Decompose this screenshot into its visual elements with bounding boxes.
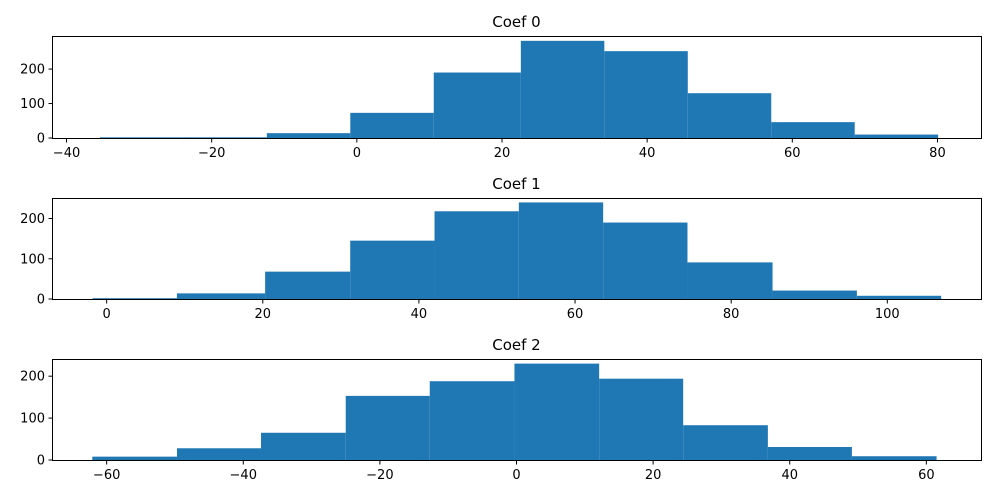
x-tick-label: 20	[494, 146, 511, 161]
x-tick-label: −40	[53, 146, 80, 161]
y-tick-label: 200	[20, 212, 45, 227]
y-tick-label: 100	[20, 252, 45, 267]
x-tick-label: 20	[255, 307, 272, 322]
histogram-bar	[687, 93, 772, 138]
histogram-bar	[433, 72, 521, 138]
y-tick-label: 200	[20, 370, 45, 385]
histogram-bar	[434, 211, 519, 299]
histogram-bar	[856, 295, 942, 299]
histogram-bar	[92, 456, 178, 460]
y-tick-label: 0	[37, 293, 45, 308]
y-tick-label: 100	[20, 412, 45, 427]
histogram-bar	[514, 363, 600, 460]
histogram-bar	[261, 432, 346, 460]
x-tick-label: 80	[929, 146, 946, 161]
x-tick-label: 40	[639, 146, 656, 161]
histogram-bar	[520, 40, 605, 138]
histogram-bar	[603, 222, 688, 299]
subplot-1: Coef 1 0 20 40 60 80 100 0 100 200	[20, 175, 982, 322]
subplot-0: Coef 0 −40 −20 0 20 40 60 80 0 100 200	[20, 13, 982, 161]
x-tick-label: 60	[918, 468, 935, 483]
subplot-2: Coef 2 −60 −40 −20 0 20 40 60 0 100 200	[20, 336, 982, 483]
axes-frame	[52, 198, 982, 300]
axes-frame	[52, 36, 982, 139]
histogram-bar	[183, 137, 267, 138]
x-tick-label: 0	[512, 468, 520, 483]
histogram-bar	[851, 456, 937, 460]
histogram-bar	[604, 51, 688, 138]
histogram-bar	[599, 378, 684, 460]
histogram-bar	[683, 425, 768, 460]
histogram-bar	[177, 448, 262, 460]
histogram-bar	[767, 447, 852, 460]
y-tick-label: 0	[37, 132, 45, 147]
histogram-bar	[518, 202, 604, 299]
histogram-bar	[345, 395, 430, 460]
x-tick-label: 40	[781, 468, 798, 483]
subplot-title: Coef 2	[492, 336, 540, 354]
histogram-bar	[687, 262, 773, 299]
x-tick-label: 40	[411, 307, 428, 322]
y-tick-label: 100	[20, 97, 45, 112]
histogram-bar	[265, 271, 351, 299]
histogram-bar	[772, 290, 857, 299]
y-tick-label: 0	[37, 454, 45, 469]
x-tick-label: 20	[645, 468, 662, 483]
histogram-bar	[429, 381, 515, 460]
x-tick-label: 0	[103, 307, 111, 322]
histogram-bar	[350, 240, 435, 299]
x-tick-label: 80	[723, 307, 740, 322]
x-tick-label: 100	[875, 307, 900, 322]
x-tick-label: −20	[198, 146, 225, 161]
subplot-title: Coef 1	[492, 175, 540, 193]
x-tick-label: −60	[93, 468, 120, 483]
histogram-bar	[350, 112, 434, 138]
histogram-bar	[92, 298, 177, 299]
x-tick-label: 60	[567, 307, 584, 322]
subplot-title: Coef 0	[492, 13, 540, 31]
histogram-bar	[266, 133, 351, 138]
x-tick-label: −40	[230, 468, 257, 483]
y-tick-label: 200	[20, 63, 45, 78]
histogram-bar	[771, 122, 855, 138]
histogram-bar	[99, 137, 184, 138]
x-tick-label: 0	[353, 146, 361, 161]
x-tick-label: −20	[366, 468, 393, 483]
histogram-bar	[176, 293, 266, 299]
x-tick-label: 60	[784, 146, 801, 161]
histogram-bar	[854, 134, 939, 138]
